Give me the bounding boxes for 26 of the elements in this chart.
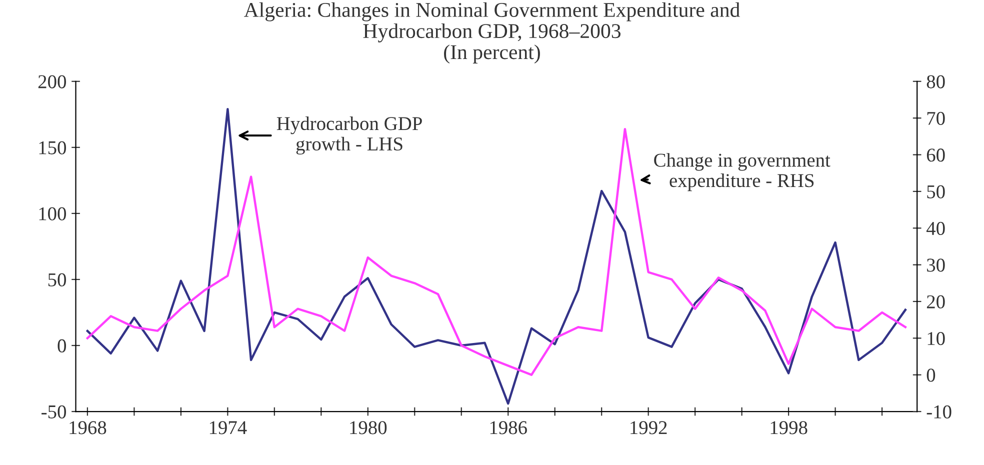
y-tick-label: -50 [42, 405, 66, 418]
y2-tick-label: 70 [927, 112, 945, 125]
annotation: Change in government expenditure - RHS [654, 153, 830, 192]
y2-tick-label: 50 [927, 185, 945, 198]
y-tick-label: 0 [58, 339, 66, 352]
annotation: Hydrocarbon GDP growth - LHS [276, 116, 422, 155]
x-tick-label: 1968 [70, 421, 106, 434]
y2-tick-label: 30 [927, 258, 945, 272]
y2-tick-label: 60 [926, 148, 945, 162]
y2-tick-label: -10 [926, 405, 952, 418]
y-tick-label: 200 [38, 75, 66, 88]
line-series [86, 108, 907, 405]
y2-tick-label: 0 [926, 368, 936, 382]
y-tick-label: 150 [39, 141, 66, 154]
x-tick-label: 1998 [770, 421, 808, 434]
y-tick-label: 100 [39, 207, 66, 220]
x-tick-label: 1992 [630, 421, 667, 434]
y2-tick-label: 40 [926, 222, 945, 236]
x-tick-label: 1986 [490, 421, 527, 434]
y2-tick-label: 20 [926, 295, 945, 308]
x-tick-label: 1974 [210, 421, 247, 434]
chart-title: Algeria: Changes in Nominal Government Expenditure and Hydrocarbon GDP, 1968–2003 (In percent) [244, 2, 740, 64]
y2-tick-label: 10 [928, 332, 945, 346]
y-tick-label: 50 [48, 273, 66, 286]
x-tick-label: 1980 [350, 421, 387, 434]
y2-tick-label: 80 [926, 75, 945, 88]
